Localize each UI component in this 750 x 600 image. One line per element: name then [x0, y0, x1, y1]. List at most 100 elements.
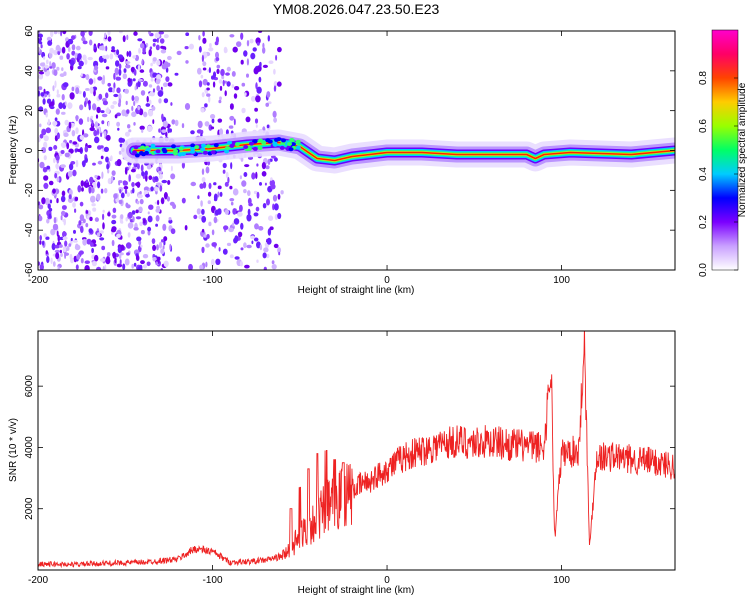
spectrogram-noise-blob: [60, 164, 66, 169]
spectrogram-noise-blob: [201, 92, 205, 98]
spectrogram-noise-blob: [139, 69, 145, 73]
spectrogram-noise-blob: [145, 193, 150, 198]
spectrogram-ridge-speckle: [190, 149, 196, 154]
spectrogram-noise-blob: [100, 188, 104, 194]
spectrogram-noise-blob: [115, 76, 122, 81]
spectrogram-noise-blob: [67, 46, 71, 52]
snr-x-tick-label: -100: [203, 575, 223, 586]
spectrogram-noise-blob: [78, 60, 84, 67]
spectrogram-ridge-speckle: [177, 152, 183, 157]
spectrogram-noise-blob: [130, 66, 135, 73]
spectrogram-noise-blob: [266, 198, 270, 206]
spectrogram-noise-blob: [107, 121, 110, 127]
spectrogram-noise-blob: [163, 98, 169, 104]
spectrogram-noise-blob: [168, 217, 172, 221]
spectrogram-noise-blob: [92, 103, 97, 111]
spectrogram-noise-blob: [155, 215, 160, 222]
spectrogram-noise-blob: [198, 35, 201, 41]
spectrogram-noise-blob: [215, 258, 221, 265]
spectrogram-noise-blob: [229, 103, 234, 110]
snr-y-tick-label: 4000: [24, 436, 35, 459]
spectrogram-noise-blob: [162, 120, 168, 128]
spectrogram-noise-blob: [224, 90, 227, 97]
spectrogram-noise-blob: [87, 144, 92, 149]
spectrogram-noise-blob: [132, 216, 135, 222]
spectrogram-noise-blob: [188, 263, 193, 270]
spectrogram-noise-blob: [259, 182, 262, 186]
spectrogram-noise-blob: [223, 225, 229, 230]
spectrogram-ridge-speckle: [287, 142, 292, 146]
spectrogram-noise-blob: [39, 123, 42, 128]
spectrogram-noise-blob: [256, 163, 259, 167]
spectrogram-noise-blob: [131, 210, 136, 215]
spectrogram-noise-blob: [62, 31, 67, 35]
spectrogram-noise-blob: [55, 155, 60, 161]
spectrogram-noise-blob: [243, 242, 247, 249]
spectrogram-noise-blob: [62, 236, 68, 241]
spectrogram-noise-blob: [82, 160, 86, 168]
spectrogram-noise-blob: [221, 75, 225, 80]
spectrogram-noise-blob: [133, 227, 139, 231]
spectrogram-noise-blob: [45, 127, 51, 134]
spectrogram-noise-blob: [140, 43, 145, 49]
spectrogram-noise-blob: [278, 251, 281, 256]
spectrogram-noise-blob: [47, 203, 51, 209]
spectrogram-noise-blob: [61, 67, 64, 72]
spectrogram-noise-blob: [122, 180, 127, 186]
spectrogram-noise-blob: [94, 254, 99, 262]
spectrogram-noise-blob: [228, 227, 234, 233]
spectrogram-noise-blob: [265, 165, 270, 170]
spectrogram-noise-blob: [93, 77, 96, 84]
spectrogram-noise-blob: [120, 192, 125, 199]
spectrogram-noise-blob: [61, 94, 65, 101]
spectrogram-noise-blob: [170, 165, 173, 172]
spectrogram-noise-blob: [139, 221, 143, 227]
spectrogram-noise-blob: [48, 146, 53, 151]
spectrogram-noise-blob: [123, 68, 127, 73]
spectrogram-noise-blob: [86, 238, 92, 245]
spectrogram-noise-blob: [131, 95, 135, 102]
spectrogram-noise-blob: [224, 181, 229, 187]
spectrogram-noise-blob: [64, 152, 70, 158]
spectrogram-noise-blob: [75, 127, 79, 135]
spectrogram-noise-blob: [134, 85, 137, 91]
spectrogram-noise-blob: [252, 47, 257, 52]
spectrogram-noise-blob: [272, 194, 278, 202]
spectrogram-noise-blob: [165, 67, 169, 73]
spectrogram-noise-blob: [50, 31, 54, 38]
snr-y-ticks: 2000 4000 6000: [24, 375, 675, 520]
spectrogram-noise-blob: [174, 72, 179, 76]
spectrogram-noise-blob: [212, 81, 216, 88]
spectrogram-noise-blob: [67, 197, 74, 203]
spectrogram-noise-blob: [206, 87, 210, 91]
spectrogram-noise-blob: [49, 47, 54, 54]
spectrogram-noise-blob: [128, 129, 132, 133]
spectrogram-noise-blob: [47, 118, 51, 126]
spectrogram-noise-blob: [275, 54, 278, 61]
spectrogram-noise-blob: [197, 120, 203, 129]
snr-x-tick-label: -200: [28, 575, 48, 586]
spectrogram-noise-blob: [56, 93, 61, 98]
spectrogram-noise-blob: [74, 196, 79, 201]
spectrogram-noise-blob: [127, 211, 133, 219]
spectrogram-noise-blob: [101, 120, 105, 125]
spectrogram-noise-blob: [156, 74, 162, 81]
spectrogram-noise-blob: [126, 109, 130, 114]
spectrogram-noise-blob: [218, 79, 223, 84]
spectrogram-noise-blob: [214, 41, 219, 46]
spectrogram-noise-blob: [273, 157, 278, 162]
spectrogram-noise-blob: [124, 167, 128, 175]
spectrogram-noise-blob: [240, 247, 244, 251]
spectrogram-noise-blob: [38, 215, 43, 222]
snr-panel: -200 -100 0 100 2000 4000 6000 Height of stra…: [8, 330, 676, 596]
spectrogram-noise-blob: [133, 100, 136, 107]
spectrogram-noise-blob: [229, 254, 234, 259]
spectrogram-noise-blob: [61, 205, 67, 210]
spectrogram-ridge-speckle: [155, 149, 161, 154]
spectrogram-noise-blob: [127, 77, 132, 83]
spectrogram-noise-blob: [218, 99, 222, 104]
spectrogram-ridge-speckle: [171, 144, 176, 149]
spectrogram-ridge-speckle: [281, 138, 286, 143]
spectrogram-noise-blob: [162, 245, 165, 250]
spectrogram-noise-blob: [61, 142, 66, 149]
